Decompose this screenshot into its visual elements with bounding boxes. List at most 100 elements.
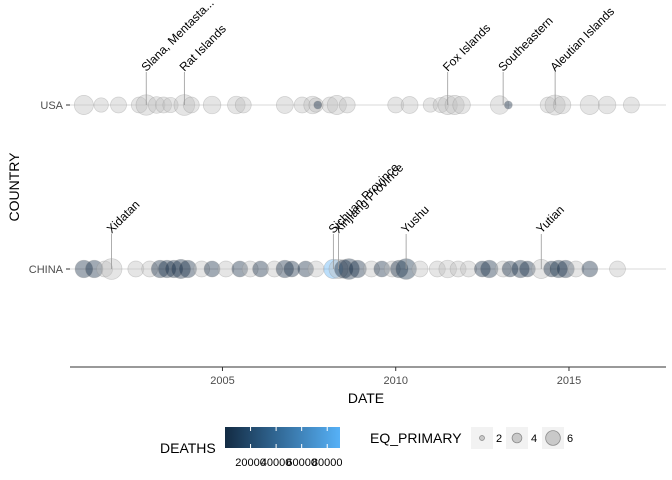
data-point — [428, 260, 446, 278]
data-point — [234, 96, 252, 114]
data-point — [297, 260, 314, 278]
data-point — [501, 260, 519, 278]
size-key-point — [479, 435, 485, 441]
data-point — [110, 96, 127, 114]
data-point — [202, 95, 222, 115]
data-point — [74, 259, 94, 279]
axes: USA CHINA 2005 2010 2015 — [29, 100, 666, 387]
data-point — [519, 260, 536, 278]
data-point — [231, 260, 249, 278]
data-point — [556, 259, 575, 279]
data-point — [373, 260, 391, 278]
data-point — [203, 260, 221, 278]
color-legend-title: DEATHS — [160, 440, 216, 456]
data-point — [252, 260, 269, 278]
data-point — [449, 260, 467, 278]
data-point — [473, 260, 491, 278]
color-break-label: 60000 — [286, 457, 317, 469]
annotation-label: Aleutian Islands — [547, 4, 617, 74]
data-point — [581, 260, 599, 278]
data-point — [178, 259, 197, 279]
data-point — [321, 96, 339, 114]
data-point — [283, 260, 301, 278]
annotation-label: Yushu — [398, 203, 431, 236]
grid-lines — [70, 104, 666, 270]
data-point — [313, 100, 323, 110]
data-point — [130, 96, 148, 114]
annotation-label: Yutian — [533, 203, 566, 236]
data-point — [303, 95, 322, 115]
data-point — [307, 260, 325, 278]
x-tick-label: 2005 — [210, 375, 234, 387]
data-point — [400, 96, 419, 114]
color-break-label: 40000 — [261, 457, 292, 469]
data-point — [93, 97, 109, 113]
data-point — [387, 96, 405, 114]
size-key-point — [545, 430, 561, 446]
data-point — [609, 260, 626, 278]
data-point — [549, 259, 568, 279]
color-break-label: 80000 — [312, 457, 343, 469]
x-tick-label: 2010 — [383, 375, 407, 387]
data-point — [460, 260, 477, 278]
color-break-label: 20000 — [235, 457, 266, 469]
data-point — [348, 259, 367, 279]
data-point — [432, 96, 449, 114]
data-point — [193, 260, 211, 278]
annotation-label: Xinjiang Province — [331, 160, 407, 236]
size-legend-title: EQ_PRIMARY — [370, 430, 462, 446]
x-axis-title: DATE — [348, 390, 384, 406]
annotation-label: Fox Islands — [440, 21, 493, 74]
data-point — [85, 259, 104, 279]
y-tick-label: USA — [40, 100, 63, 112]
data-point — [141, 260, 159, 278]
size-key-point — [511, 432, 523, 444]
data-point — [390, 259, 409, 279]
annotations: Slana, Mentasta...Rat Islands Fox Islands… — [104, 0, 617, 269]
data-point — [438, 259, 457, 279]
data-point — [326, 95, 347, 115]
data-point — [127, 260, 145, 278]
data-point — [411, 260, 429, 278]
data-point — [155, 96, 172, 114]
data-point — [308, 97, 324, 113]
data-point — [96, 260, 114, 278]
data-point — [363, 260, 380, 278]
x-tick-label: 2015 — [557, 375, 581, 387]
data-point — [539, 96, 557, 114]
annotation-label: Xidatan — [104, 197, 143, 236]
data-points — [73, 94, 640, 280]
data-point — [266, 260, 283, 278]
data-point — [293, 96, 311, 114]
data-point — [480, 259, 499, 279]
data-point — [597, 95, 617, 115]
data-point — [217, 260, 235, 278]
data-point — [579, 95, 600, 115]
data-point — [622, 96, 640, 114]
data-point — [170, 259, 191, 279]
data-point — [494, 260, 512, 278]
data-point — [338, 96, 356, 114]
size-break-label: 2 — [496, 433, 502, 445]
data-point — [444, 95, 465, 115]
data-point — [164, 259, 184, 279]
data-point — [147, 96, 166, 114]
size-break-label: 6 — [567, 433, 573, 445]
size-break-label: 4 — [531, 433, 537, 445]
color-legend-bar — [225, 427, 340, 448]
data-point — [162, 96, 179, 114]
data-point — [241, 260, 259, 278]
data-point — [490, 95, 510, 115]
data-point — [150, 259, 170, 279]
data-point — [182, 96, 200, 114]
data-point — [422, 97, 438, 113]
data-point — [383, 260, 401, 278]
data-point — [275, 259, 294, 279]
data-point — [543, 260, 561, 278]
data-point — [552, 95, 572, 115]
data-point — [157, 259, 177, 279]
annotation-label: Southeastern — [495, 14, 555, 74]
data-point — [276, 96, 294, 114]
